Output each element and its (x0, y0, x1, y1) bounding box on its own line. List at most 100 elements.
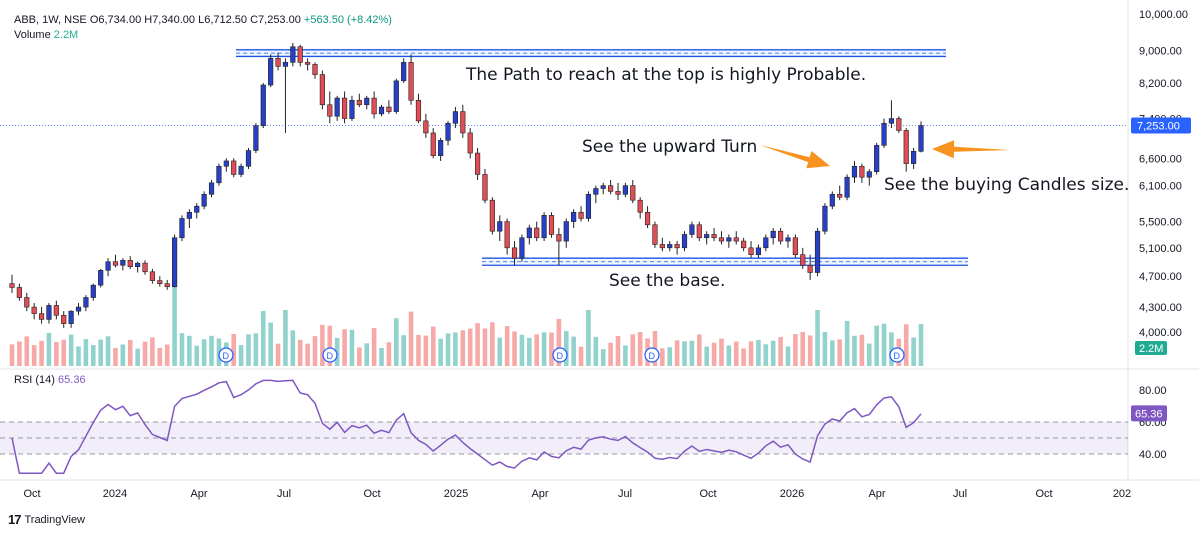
candle-body (452, 111, 459, 124)
candle-body (785, 237, 791, 242)
volume-bar (785, 346, 791, 366)
candle (585, 191, 592, 222)
upward-turn-arrow-icon (760, 145, 830, 169)
volume-bar (697, 334, 702, 366)
candle (268, 54, 274, 88)
dividend-marker-icon (889, 347, 905, 363)
volume-bar (423, 335, 429, 366)
volume-bar (778, 336, 783, 366)
candle (364, 95, 370, 110)
volume-bar (54, 342, 59, 366)
price-tick-label: 10,000.00 (1139, 9, 1188, 21)
candle (423, 113, 429, 138)
candle (548, 212, 555, 238)
volume-legend: Volume 2.2M (14, 29, 78, 41)
volume-bar (349, 329, 355, 366)
candle-body (548, 215, 555, 235)
candle (704, 231, 710, 245)
candle (726, 234, 732, 248)
candle-body (763, 237, 769, 249)
volume-bar (231, 333, 236, 366)
candle (777, 227, 784, 245)
candle-body (75, 306, 82, 312)
volume-bar (157, 347, 163, 366)
candle (881, 118, 887, 148)
candle (9, 274, 15, 293)
candle-body (748, 247, 754, 255)
candle (378, 104, 385, 117)
time-tick-label: 2024 (103, 488, 127, 500)
support-zone-fill (482, 258, 968, 266)
candle (755, 244, 762, 259)
volume-bar (674, 340, 680, 366)
candle-body (290, 46, 296, 63)
candle-body (755, 247, 762, 255)
candle (24, 292, 30, 312)
candle (393, 78, 399, 114)
candle (415, 93, 422, 124)
candle-body (829, 193, 835, 207)
candle-body (83, 297, 89, 308)
candle-body (578, 211, 584, 219)
volume-bar (268, 322, 273, 366)
candle-body (341, 97, 348, 119)
candle-body (245, 150, 252, 167)
candle-body (438, 140, 444, 156)
candle-body (733, 237, 739, 242)
candle-body (208, 182, 215, 195)
volume-bar (815, 310, 820, 366)
candle-body (142, 262, 148, 273)
dividend-marker-icon (552, 347, 568, 363)
candle (696, 221, 702, 242)
candle (408, 54, 414, 105)
candle-body (268, 58, 274, 86)
candle-body (135, 262, 141, 268)
candle (445, 120, 451, 146)
volume-bar (91, 345, 96, 366)
candle (689, 221, 695, 238)
volume-bar (497, 337, 503, 366)
volume-bar (98, 339, 103, 366)
volume-bar (593, 336, 599, 366)
candle-body (305, 62, 311, 65)
candle (874, 142, 880, 175)
candle (637, 197, 643, 219)
volume-bar (637, 332, 643, 366)
volume-bar (113, 347, 118, 366)
candle (674, 241, 680, 255)
volume-bar (342, 329, 347, 366)
dividend-marker-icon (322, 347, 338, 363)
candle-body (541, 215, 547, 239)
candle-body (24, 297, 30, 308)
volume-bar (283, 310, 288, 366)
candle (652, 221, 658, 248)
tradingview-brand[interactable]: 17 TradingView (8, 512, 85, 527)
candle-body (216, 165, 222, 184)
volume-bar (135, 348, 140, 366)
candle (142, 260, 148, 275)
volume-bar (357, 347, 362, 366)
candle (837, 185, 843, 201)
ohlc-close: C7,253.00 (250, 14, 301, 26)
volume-badge-label: 2.2M (1139, 343, 1163, 355)
candle (327, 91, 333, 124)
volume-bar (76, 346, 81, 366)
candle (223, 158, 229, 172)
volume-bar (334, 337, 340, 366)
candle (194, 203, 200, 219)
candle-body (423, 120, 429, 134)
volume-bar (549, 332, 554, 366)
candle-body (497, 221, 503, 232)
volume-bar (704, 346, 709, 366)
last-price-badge (1131, 117, 1191, 134)
candle (349, 95, 355, 121)
price-tick-label: 8,200.00 (1139, 78, 1182, 90)
candle-body (445, 122, 451, 141)
candle-body (120, 260, 126, 266)
candle-body (585, 193, 592, 219)
candle (851, 160, 858, 183)
rsi-value: 65.36 (58, 374, 86, 386)
candle (866, 168, 872, 186)
support-zone (482, 257, 968, 266)
